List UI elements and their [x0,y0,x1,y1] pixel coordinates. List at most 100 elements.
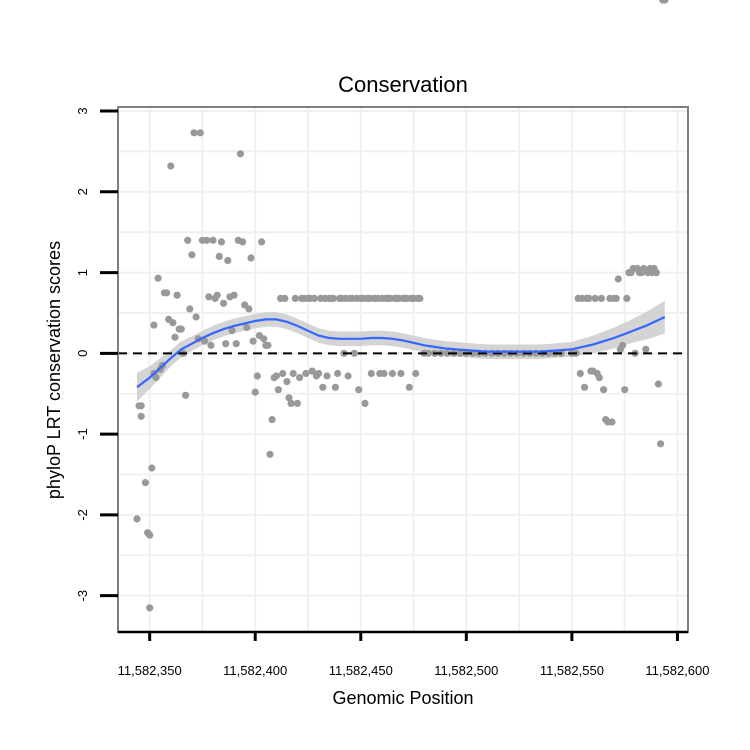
data-point [137,412,145,420]
smooth-line [136,316,666,389]
data-point [595,374,603,382]
data-point [207,341,215,349]
data-point [361,399,369,407]
data-point [597,294,606,302]
data-point [203,236,211,244]
x-tick-label: 11,582,400 [223,663,287,678]
data-point [296,374,304,382]
data-point [253,372,261,380]
data-point [266,450,274,458]
data-point [293,399,301,407]
data-point [600,386,608,394]
data-point [137,402,145,410]
data-point [146,604,154,612]
data-point [279,369,287,378]
data-point [331,383,339,391]
data-point [397,369,405,378]
confidence-band [137,300,665,402]
data-point [230,291,238,299]
y-axis-label: phyloP LRT conservation scores [44,241,64,499]
data-point [274,386,282,394]
y-tick-label: -3 [75,590,90,602]
data-point [654,380,663,388]
data-point [184,236,192,244]
data-point [249,337,257,345]
data-point [285,394,293,402]
data-point [169,319,177,327]
data-point [192,313,200,321]
data-point [344,372,352,380]
data-point [380,369,388,378]
data-point [236,150,244,158]
data-point [405,383,413,391]
data-point [141,479,149,487]
data-point [287,399,295,407]
data-point [224,256,232,265]
y-tick-label: -1 [75,428,90,440]
data-point [228,327,236,335]
confidence-band-layer [137,300,665,402]
y-tick-label: -2 [75,509,90,521]
data-point [388,369,396,378]
data-point [329,294,337,302]
data-point [456,349,464,357]
data-point [133,515,141,523]
data-point [186,305,194,313]
data-point [367,369,375,378]
data-point [268,416,276,424]
data-point [281,294,289,302]
data-point [182,391,190,399]
y-tick-label: 3 [75,107,90,114]
smooth-layer [136,316,666,389]
data-point [150,321,158,329]
data-point [260,335,268,343]
y-tick-label: 0 [75,350,90,357]
data-point [416,294,424,302]
data-point [167,162,175,170]
x-tick-label: 11,582,450 [329,663,393,678]
data-point [205,293,213,301]
data-point [289,369,297,378]
y-tick-label: 1 [75,269,90,276]
data-point [258,238,266,246]
plot-panel [118,107,688,632]
data-point [188,251,196,259]
data-point [619,341,627,349]
gridlines [118,107,688,632]
data-point [247,254,255,262]
x-tick-label: 11,582,500 [434,663,498,678]
data-point [642,345,650,353]
data-point [190,129,198,137]
data-point [315,369,323,378]
data-point [623,294,631,302]
data-point [424,349,432,357]
x-axis-label: Genomic Position [332,688,473,708]
data-point [264,341,272,349]
data-point [146,531,154,539]
data-point [576,369,584,378]
data-point [245,305,253,313]
data-point [215,252,223,260]
data-point [661,0,669,4]
data-point [213,291,221,299]
data-point [209,236,217,244]
data-point [323,372,331,380]
data-point [585,294,593,302]
data-point [657,440,665,448]
data-point [412,369,420,378]
data-point [217,238,225,246]
data-point [614,275,622,283]
data-point [302,369,310,378]
data-point [621,386,629,394]
data-point [291,294,299,302]
data-point [243,323,251,332]
data-point [251,388,259,396]
x-tick-label: 11,582,600 [645,663,709,678]
data-point [220,299,228,307]
x-tick-label: 11,582,350 [118,663,182,678]
data-point [310,294,318,302]
data-point [308,367,316,375]
data-point [148,464,156,472]
data-point [443,349,451,357]
